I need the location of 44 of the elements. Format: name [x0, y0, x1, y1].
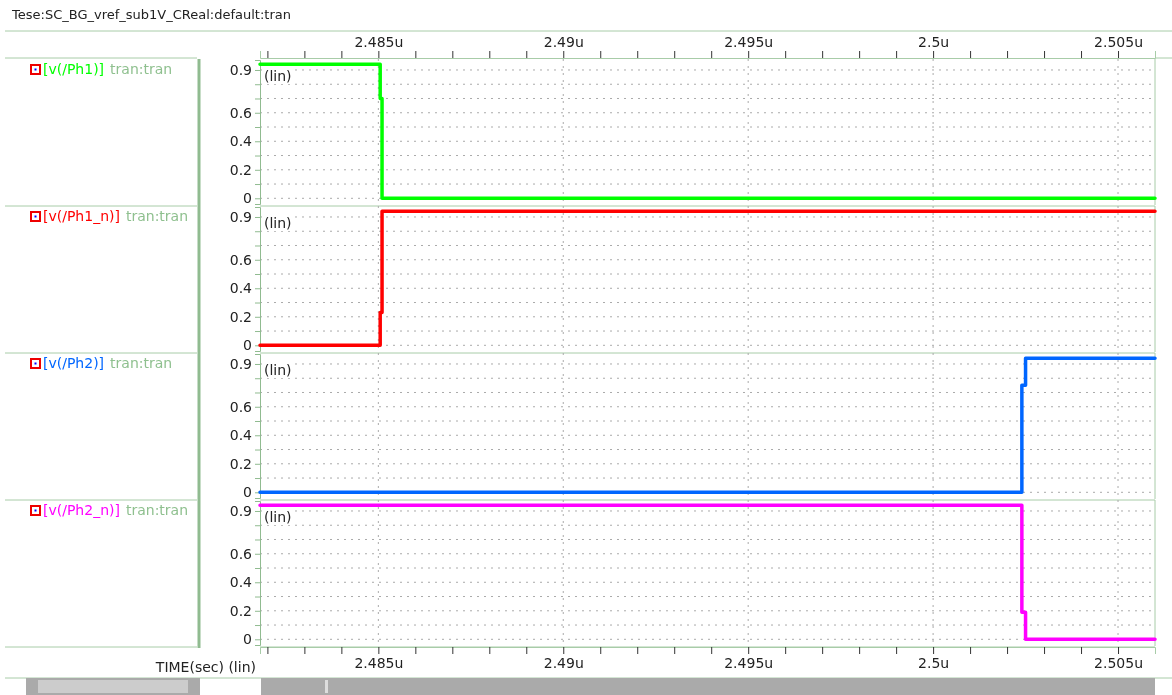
text: Tese:SC_BG_vref_sub1V_CReal:default:tran	[11, 7, 291, 22]
annotation: (lin)	[264, 68, 292, 84]
y-tick-label: 0.9	[229, 355, 252, 372]
x-tick-label: 2.505u	[1094, 34, 1143, 50]
y-tick-label: 0.2	[229, 161, 252, 178]
text: [v(/Ph2_n)]	[43, 502, 120, 518]
y-tick-label: 0.6	[229, 545, 253, 562]
text: [v(/Ph1_n)]	[43, 208, 120, 224]
annotation: (lin)	[264, 362, 292, 378]
y-tick-label: 0	[243, 484, 252, 501]
y-tick-label: 0	[243, 631, 252, 648]
y-tick-label: 0.4	[229, 427, 253, 444]
x-tick-label: 2.495u	[724, 34, 774, 50]
y-tick-label: 0	[243, 337, 252, 354]
text: [v(/Ph2)]	[43, 355, 105, 371]
x-tick-label: 2.49u	[543, 34, 584, 50]
x-tick-label: 2.485u	[354, 654, 404, 671]
y-tick-label: 0.6	[229, 251, 253, 268]
x-axis-title: TIME(sec) (lin)	[154, 659, 256, 675]
y-tick-label: 0	[243, 190, 252, 207]
y-tick-label: 0.6	[229, 398, 253, 415]
text: tran:tran	[110, 355, 173, 371]
y-tick-label: 0.2	[229, 308, 252, 325]
y-tick-label: 0.9	[229, 502, 252, 519]
y-tick-label: 0.9	[229, 208, 252, 225]
y-tick-label: 0.2	[229, 602, 252, 619]
y-tick-label: 0.4	[229, 280, 253, 297]
x-tick-label: 2.5u	[918, 34, 950, 50]
y-tick-label: 0.6	[229, 104, 253, 121]
annotation: (lin)	[264, 215, 292, 231]
x-tick-label: 2.49u	[543, 654, 584, 671]
y-tick-label: 0.4	[229, 133, 253, 150]
text: tran:tran	[125, 502, 189, 518]
x-tick-label: 2.5u	[918, 654, 950, 671]
text: tran:tran	[125, 208, 189, 224]
y-tick-label: 0.4	[229, 574, 253, 591]
annotation: (lin)	[264, 509, 292, 525]
y-tick-label: 0.9	[229, 61, 252, 78]
y-tick-label: 0.2	[229, 455, 252, 472]
x-tick-label: 2.505u	[1094, 654, 1143, 671]
text: [v(/Ph1)]	[43, 61, 105, 77]
x-tick-label: 2.495u	[724, 654, 774, 671]
text: tran:tran	[110, 61, 173, 77]
x-tick-label: 2.485u	[354, 34, 404, 50]
